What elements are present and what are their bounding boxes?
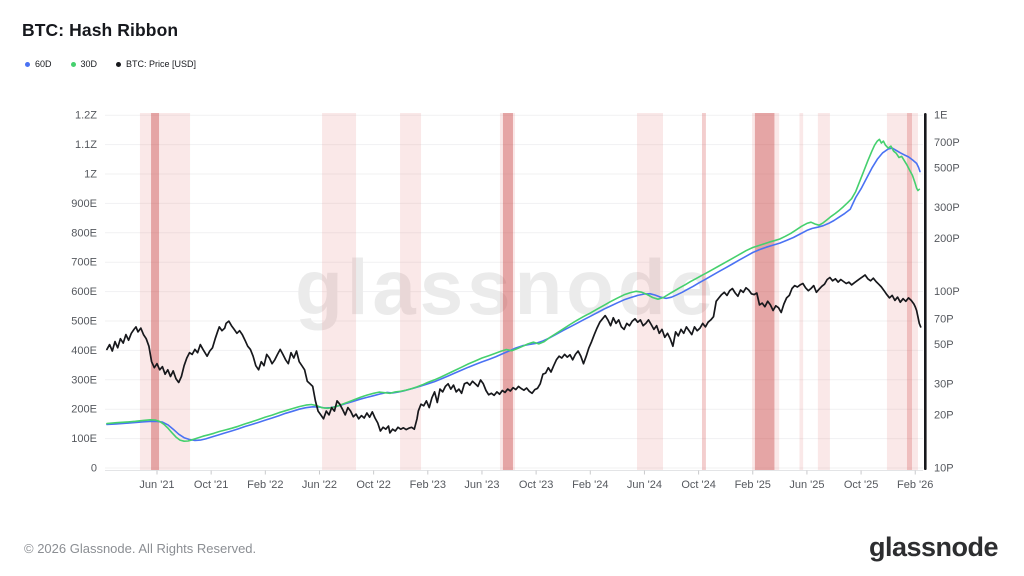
capitulation-band-medium (906, 113, 912, 470)
y-right-tick-label: 20P (934, 409, 954, 421)
capitulation-band-light (886, 113, 918, 470)
capitulation-band-light (400, 113, 422, 470)
legend-item-btc-price[interactable]: BTC: Price [USD] (116, 59, 196, 69)
x-tick-label: Feb '22 (247, 479, 283, 491)
y-left-tick-label: 0 (91, 463, 97, 475)
x-tick-label: Feb '24 (572, 479, 608, 491)
x-tick-label: Feb '25 (735, 479, 771, 491)
capitulation-band-light (752, 113, 780, 470)
y-right-tick-label: 700P (934, 137, 960, 149)
legend-item-30d[interactable]: 30D (70, 59, 98, 69)
x-tick-label: Oct '23 (519, 479, 554, 491)
x-tick-label: Oct '24 (681, 479, 716, 491)
page-title: BTC: Hash Ribbon (22, 20, 179, 40)
series-line-btc-price-usd (106, 274, 922, 434)
y-left-tick-label: 1.2Z (75, 110, 97, 122)
y-left-tick-label: 300E (71, 374, 97, 386)
capitulation-band-light (322, 113, 357, 470)
capitulation-band-dark (151, 113, 160, 470)
x-tick-label: Jun '25 (789, 479, 824, 491)
y-left-tick-label: 1.1Z (75, 139, 97, 151)
capitulation-band-light (799, 113, 804, 470)
y-right-tick-label: 10P (934, 463, 954, 475)
x-tick-label: Oct '25 (844, 479, 879, 491)
copyright-text: © 2026 Glassnode. All Rights Reserved. (24, 541, 257, 556)
glassnode-watermark: glassnode (295, 243, 717, 331)
y-right-tick-label: 500P (934, 163, 960, 175)
x-tick-label: Jun '21 (139, 479, 174, 491)
capitulation-band-light (499, 113, 515, 470)
legend-dot-30d-icon (70, 61, 76, 67)
legend-label-60d: 60D (35, 59, 52, 69)
y-left-tick-label: 600E (71, 286, 97, 298)
x-tick-label: Jun '22 (302, 479, 337, 491)
capitulation-band-medium (701, 113, 706, 470)
capitulation-band-light (817, 113, 830, 470)
chart-legend: 60D 30D BTC: Price [USD] (25, 59, 196, 69)
y-right-tick-label: 30P (934, 378, 954, 390)
legend-label-btc-price: BTC: Price [USD] (126, 59, 197, 69)
legend-item-60d[interactable]: 60D (25, 59, 52, 69)
legend-dot-btc-price-icon (116, 61, 122, 67)
y-right-tick-label: 100P (934, 286, 960, 298)
capitulation-band-light (139, 113, 191, 470)
capitulation-band-dark (754, 113, 775, 470)
y-left-tick-label: 200E (71, 404, 97, 416)
y-left-tick-label: 1Z (84, 169, 97, 181)
y-left-tick-label: 500E (71, 316, 97, 328)
legend-dot-60d-icon (25, 61, 30, 67)
y-right-tick-label: 200P (934, 233, 960, 245)
y-right-tick-label: 300P (934, 202, 960, 214)
y-left-tick-label: 400E (71, 345, 97, 357)
x-tick-label: Feb '26 (897, 479, 933, 491)
x-tick-label: Feb '23 (410, 479, 446, 491)
x-tick-label: Oct '21 (194, 479, 229, 491)
x-tick-label: Jun '23 (464, 479, 499, 491)
right-axis-bar (924, 113, 927, 470)
x-tick-label: Oct '22 (356, 479, 391, 491)
capitulation-band-dark (502, 113, 513, 470)
series-line-60d (106, 147, 921, 442)
series-line-30d (106, 138, 921, 443)
y-left-tick-label: 700E (71, 257, 97, 269)
y-left-tick-label: 100E (71, 433, 97, 445)
y-left-tick-label: 800E (71, 227, 97, 239)
y-right-tick-label: 70P (934, 313, 954, 325)
y-right-tick-label: 1E (934, 110, 947, 122)
glassnode-logo: glassnode (868, 532, 999, 562)
x-tick-label: Jun '24 (627, 479, 662, 491)
y-left-tick-label: 900E (71, 198, 97, 210)
y-right-tick-label: 50P (934, 339, 954, 351)
legend-label-30d: 30D (80, 59, 98, 69)
